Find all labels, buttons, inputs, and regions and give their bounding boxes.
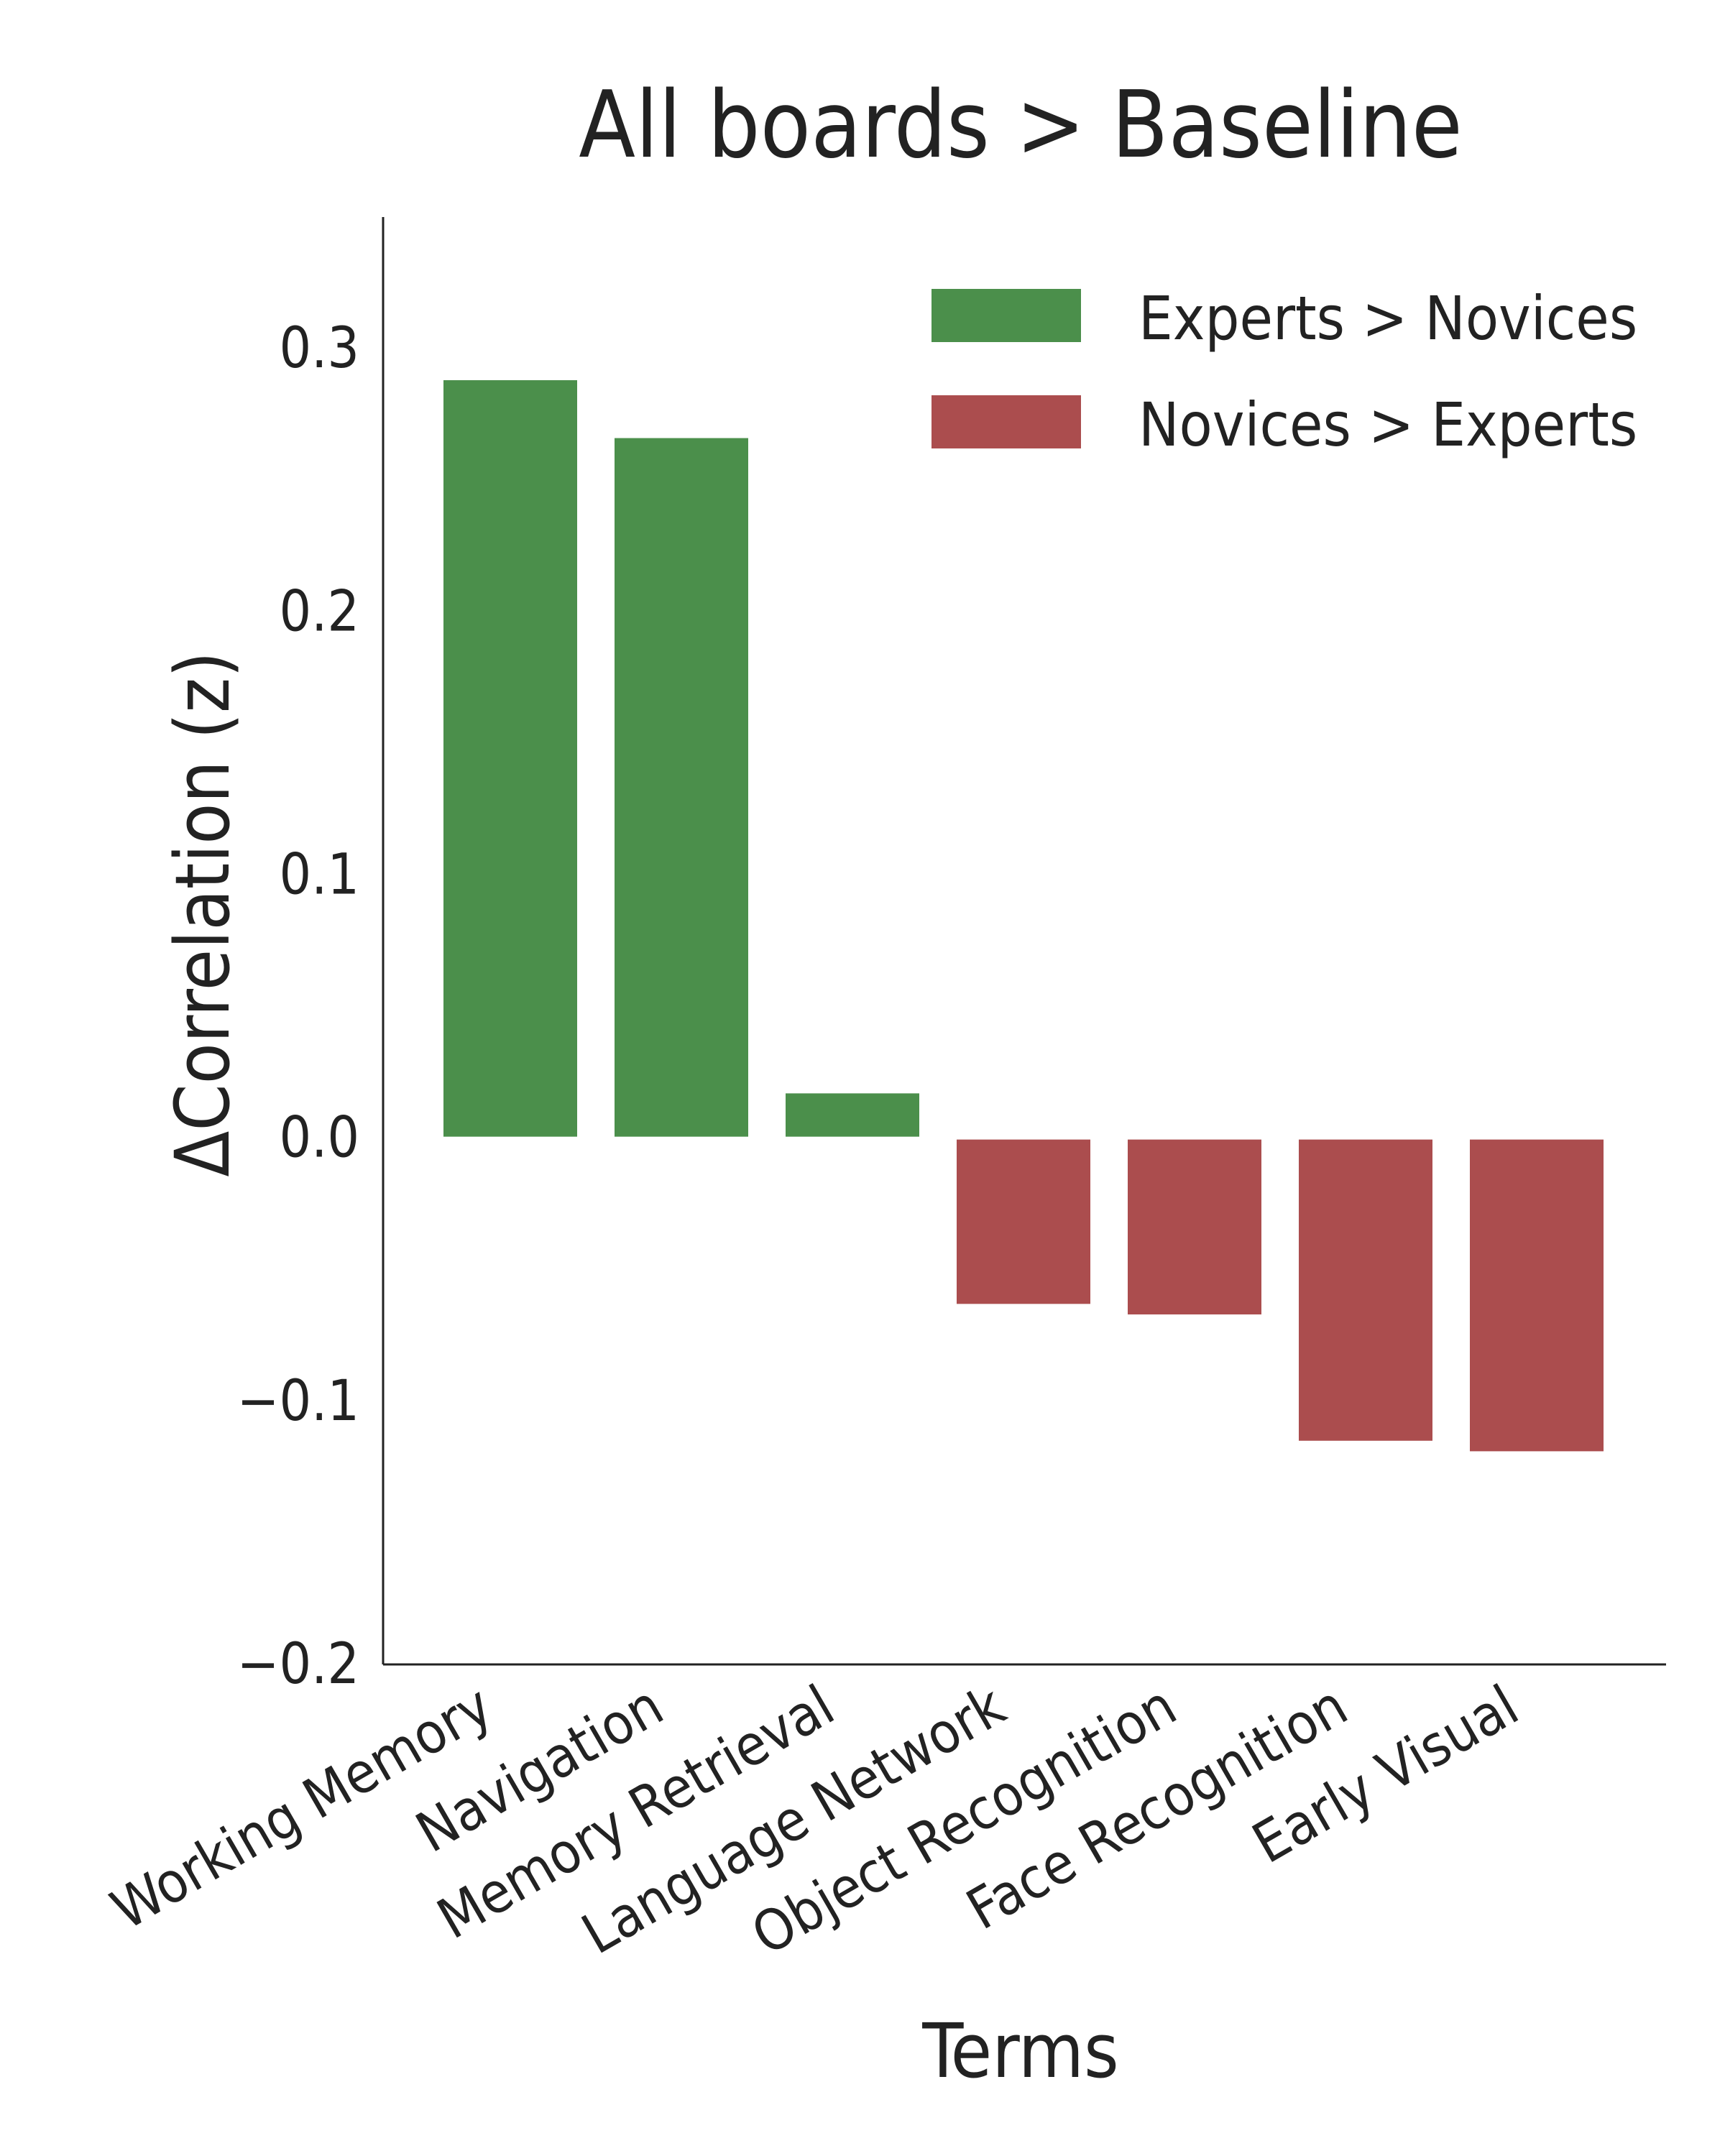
bar-working-memory bbox=[443, 380, 577, 1137]
legend-swatch-experts bbox=[932, 289, 1081, 342]
legend-label-experts: Experts > Novices bbox=[1138, 283, 1637, 354]
bars bbox=[443, 380, 1604, 1452]
bar-navigation bbox=[615, 438, 748, 1137]
y-tick-label: −0.1 bbox=[237, 1369, 359, 1434]
bar-face-recognition bbox=[1299, 1139, 1432, 1441]
bar-language-network bbox=[957, 1139, 1090, 1304]
y-tick-labels: 0.3 0.2 0.1 0.0 −0.1 −0.2 bbox=[237, 316, 359, 1697]
legend: Experts > Novices Novices > Experts bbox=[932, 283, 1637, 460]
x-axis-label: Terms bbox=[921, 2007, 1119, 2095]
legend-label-novices: Novices > Experts bbox=[1138, 390, 1637, 460]
bar-memory-retrieval bbox=[786, 1093, 919, 1137]
bar-early-visual bbox=[1470, 1139, 1604, 1452]
y-tick-label: 0.1 bbox=[279, 842, 359, 907]
y-tick-label: 0.2 bbox=[279, 579, 359, 644]
y-tick-label: 0.0 bbox=[279, 1106, 359, 1171]
chart-title: All boards > Baseline bbox=[579, 72, 1463, 179]
bar-object-recognition bbox=[1128, 1139, 1261, 1314]
y-axis-label: ΔCorrelation (z) bbox=[159, 651, 247, 1176]
legend-swatch-novices bbox=[932, 395, 1081, 448]
y-tick-label: 0.3 bbox=[279, 316, 359, 381]
y-tick-label: −0.2 bbox=[237, 1632, 359, 1697]
